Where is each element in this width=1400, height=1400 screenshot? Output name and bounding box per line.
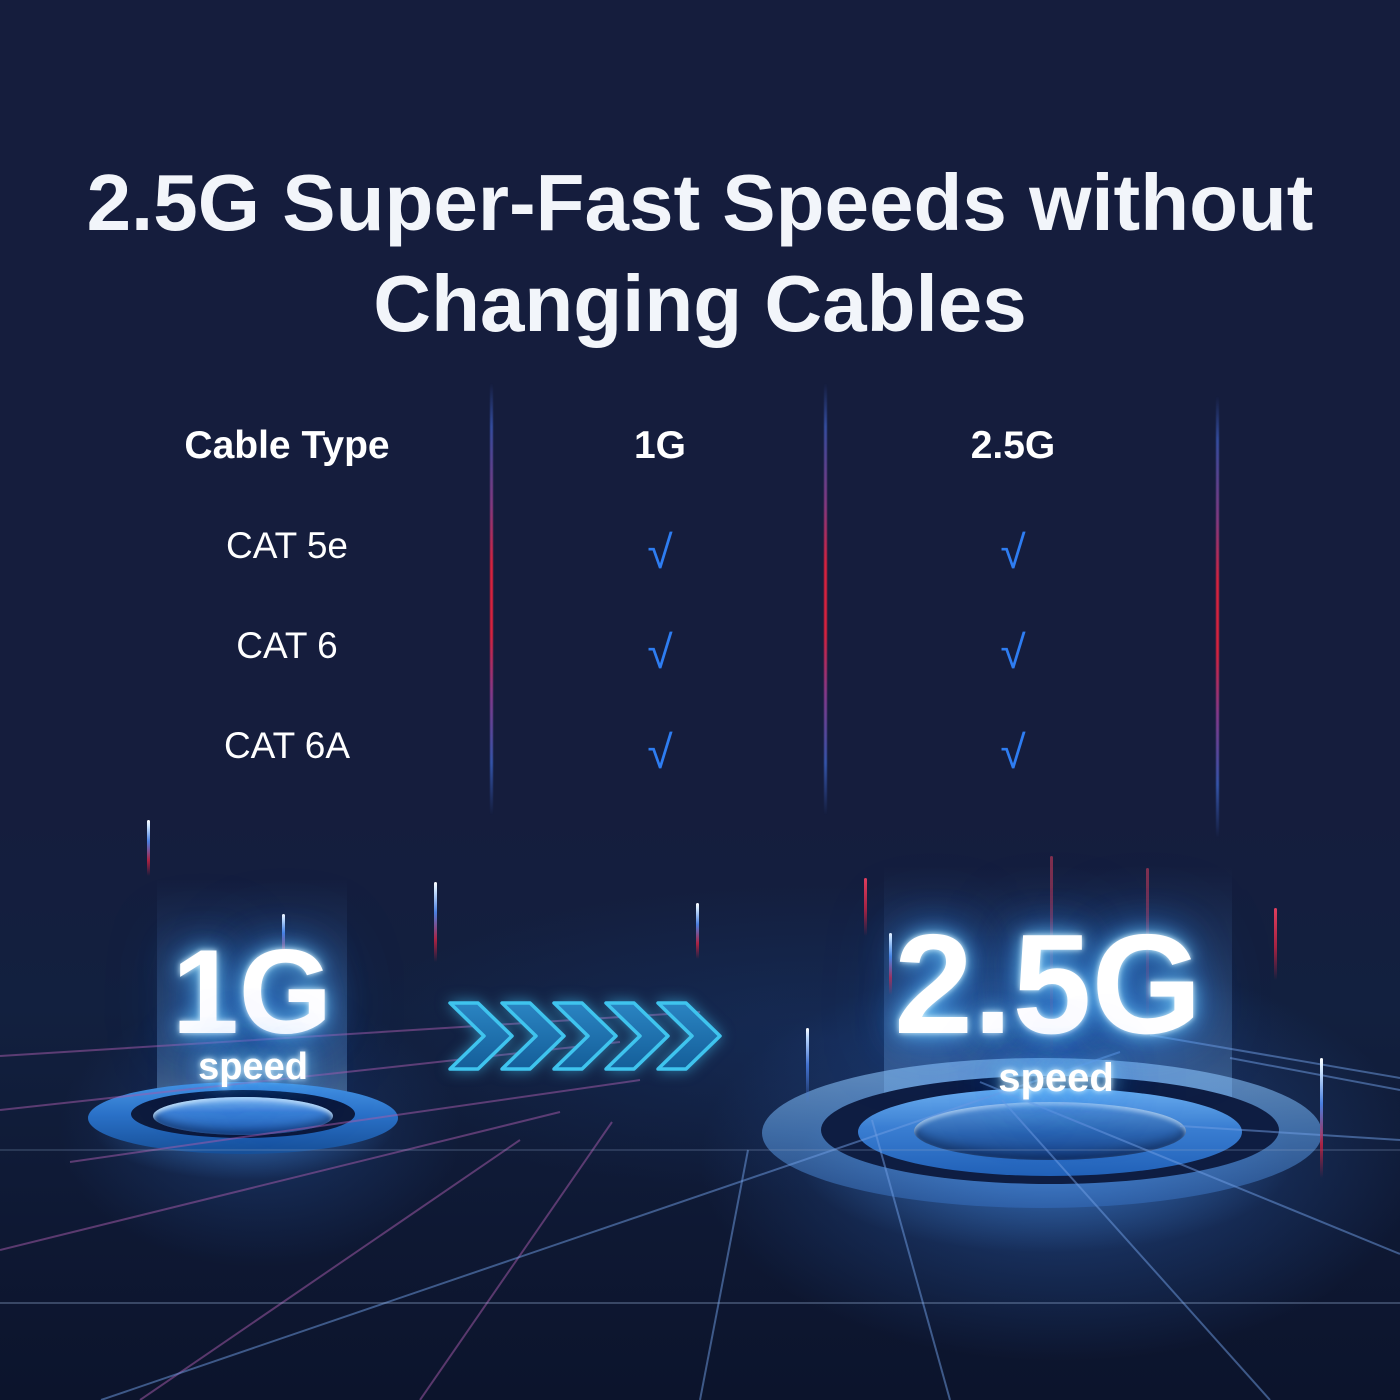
check-icon: √ [647, 526, 673, 578]
column-header-cable-type: Cable Type [184, 424, 390, 467]
column-light-streak [1216, 396, 1219, 838]
column-header-1g: 1G [633, 424, 687, 467]
chevron-right-icon [448, 1001, 514, 1071]
speed-arrows-icon [448, 1001, 722, 1071]
light-spark [1274, 908, 1277, 980]
column-header-2-5g: 2.5G [970, 424, 1056, 467]
check-icon: √ [647, 626, 673, 678]
light-spark [889, 933, 892, 995]
page-title: 2.5G Super-Fast Speeds without Changing … [0, 152, 1400, 355]
chevron-right-icon [552, 1001, 618, 1071]
check-icon: √ [1000, 526, 1026, 578]
light-spark [147, 820, 150, 876]
light-spark [806, 1028, 809, 1104]
speed-value-1g: 1G [171, 925, 333, 1059]
table-row-label: CAT 6A [223, 725, 351, 766]
column-light-streak [490, 383, 493, 815]
speed-caption-2-5g: speed [998, 1056, 1114, 1100]
light-spark [434, 882, 437, 962]
speed-caption-1g: speed [198, 1046, 308, 1088]
light-spark [1146, 868, 1149, 1033]
check-icon: √ [1000, 726, 1026, 778]
column-light-streak [824, 383, 827, 815]
table-row-label: CAT 5e [225, 525, 349, 566]
light-spark [1050, 856, 1053, 1056]
light-spark [864, 878, 867, 936]
chevron-right-icon [604, 1001, 670, 1071]
check-icon: √ [647, 726, 673, 778]
title-line-2: Changing Cables [373, 259, 1027, 349]
light-spark [282, 914, 285, 964]
chevron-right-icon [656, 1001, 722, 1071]
light-spark [1320, 1058, 1323, 1178]
speed-value-2-5g: 2.5G [894, 905, 1202, 1064]
chevron-right-icon [500, 1001, 566, 1071]
light-spark [696, 903, 699, 959]
table-row-label: CAT 6 [236, 625, 338, 666]
check-icon: √ [1000, 626, 1026, 678]
title-line-1: 2.5G Super-Fast Speeds without [86, 157, 1314, 247]
